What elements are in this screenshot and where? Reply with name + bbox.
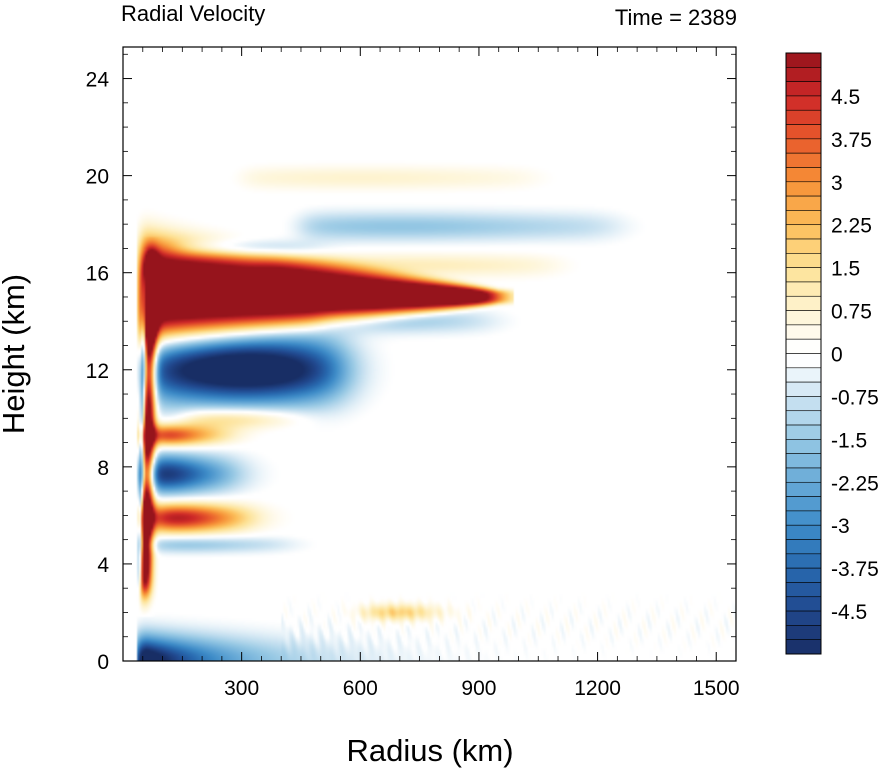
colorbar-label: -2.25 — [831, 472, 879, 495]
colorbar-bin — [785, 253, 822, 268]
y-tick-label: 20 — [86, 166, 109, 189]
colorbar-label: 1.5 — [831, 258, 860, 281]
colorbar-bin — [785, 381, 822, 397]
colorbar-bin — [785, 524, 822, 540]
colorbar-bin — [785, 481, 822, 497]
colorbar-bin — [785, 267, 822, 283]
colorbar-bin — [785, 367, 822, 383]
colorbar-bin — [785, 439, 822, 454]
colorbar: 4.5 3.75 3 2.25 1.5 0.75 0 -0.75 -1.5 -2.25 -3 -3.7… — [785, 52, 879, 655]
colorbar-bin — [785, 410, 822, 426]
colorbar-label: 3 — [831, 172, 843, 195]
colorbar-bin — [785, 596, 822, 612]
colorbar-bin — [785, 81, 822, 97]
colorbar-bin — [785, 95, 822, 111]
y-tick-label: 4 — [97, 554, 109, 577]
colorbar-bin — [785, 52, 822, 68]
colorbar-label: -3 — [831, 515, 850, 538]
y-tick-label: 8 — [97, 457, 109, 480]
colorbar-label: -3.75 — [831, 558, 879, 581]
y-axis-label: Height (km) — [0, 274, 31, 434]
colorbar-bin — [785, 324, 822, 340]
colorbar-label: 0.75 — [831, 301, 872, 324]
colorbar-bin — [785, 181, 822, 197]
colorbar-bin — [785, 152, 822, 168]
colorbar-label: -0.75 — [831, 386, 879, 409]
plot-area: 300 600 900 1200 1500 0 4 8 12 16 20 24 — [86, 46, 740, 700]
colorbar-bin — [785, 567, 822, 583]
colorbar-bin — [785, 625, 822, 640]
colorbar-bin — [785, 424, 822, 440]
x-axis-label: Radius (km) — [346, 733, 513, 768]
colorbar-bin — [785, 210, 822, 226]
colorbar-bin — [785, 295, 822, 311]
colorbar-bin — [785, 467, 822, 483]
plot-frame — [122, 46, 737, 662]
colorbar-bin — [785, 138, 822, 154]
y-tick-label: 24 — [86, 69, 110, 92]
colorbar-bin — [785, 396, 822, 412]
x-tick-label: 900 — [461, 677, 496, 700]
colorbar-bin — [785, 310, 822, 326]
colorbar-bin — [785, 124, 822, 140]
colorbar-label: 2.25 — [831, 215, 872, 238]
x-tick-label: 1200 — [574, 677, 621, 700]
chart-title-right: Time = 2389 — [615, 5, 737, 30]
x-tick-label: 1500 — [693, 677, 740, 700]
x-tick-label: 300 — [224, 677, 259, 700]
chart-title-left: Radial Velocity — [121, 1, 265, 26]
colorbar-bin — [785, 610, 822, 626]
colorbar-bin — [785, 338, 822, 354]
colorbar-bin — [785, 195, 822, 211]
colorbar-label: 0 — [831, 344, 843, 367]
colorbar-bin — [785, 281, 822, 297]
colorbar-bin — [785, 453, 822, 469]
colorbar-bin — [785, 109, 822, 125]
colorbar-bin — [785, 582, 822, 598]
colorbar-bin — [785, 67, 822, 82]
y-tick-label: 0 — [97, 651, 109, 674]
colorbar-label: 3.75 — [831, 129, 872, 152]
colorbar-bin — [785, 510, 822, 526]
colorbar-label: 4.5 — [831, 86, 860, 109]
axis-ticks: 300 600 900 1200 1500 0 4 8 12 16 20 24 — [86, 47, 740, 700]
colorbar-bin — [785, 539, 822, 555]
colorbar-frame — [785, 52, 822, 655]
colorbar-bin — [785, 553, 822, 569]
colorbar-bin — [785, 496, 822, 512]
colorbar-bin — [785, 238, 822, 254]
colorbar-bin — [785, 224, 822, 240]
y-tick-label: 12 — [86, 360, 109, 383]
colorbar-bin — [785, 167, 822, 183]
colorbar-label: -4.5 — [831, 601, 867, 624]
y-tick-label: 16 — [86, 263, 109, 286]
velocity-field-heatmap — [123, 47, 736, 661]
colorbar-bin — [785, 353, 822, 369]
x-tick-label: 600 — [343, 677, 378, 700]
colorbar-label: -1.5 — [831, 429, 867, 452]
colorbar-bin — [785, 639, 822, 655]
